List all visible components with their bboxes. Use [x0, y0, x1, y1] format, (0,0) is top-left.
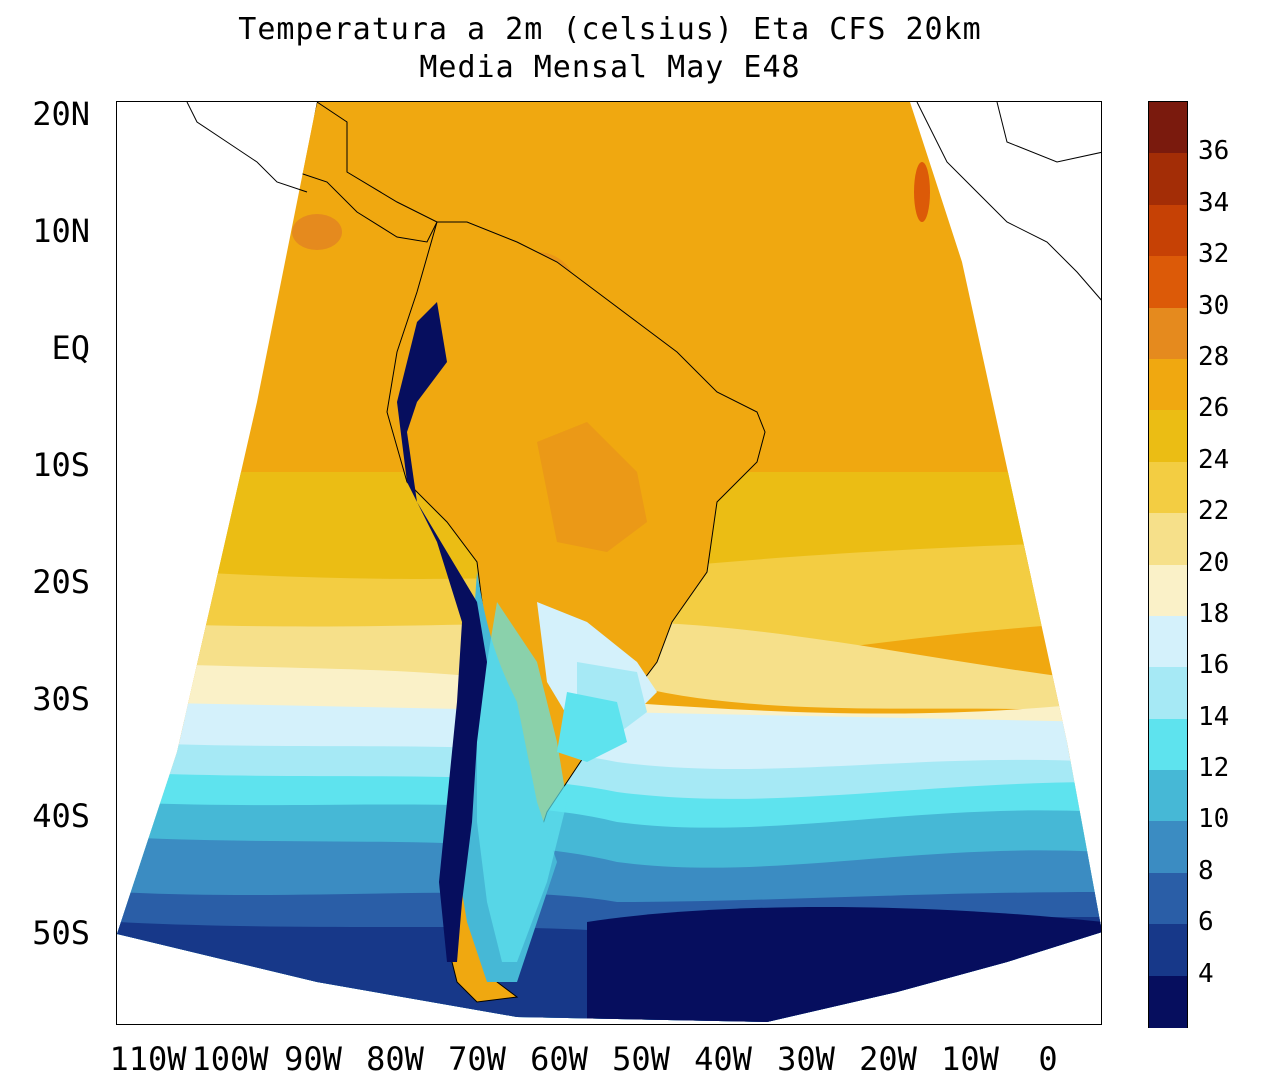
lon-tick-label: 60W	[530, 1040, 588, 1078]
colorbar-label: 22	[1198, 496, 1230, 527]
colorbar-segment	[1149, 410, 1187, 463]
lon-tick-label: 40W	[694, 1040, 752, 1078]
chart-title: Temperatura a 2m (celsius) Eta CFS 20km	[238, 12, 982, 47]
lon-tick-label: 110W	[109, 1040, 187, 1078]
colorbar-label: 18	[1198, 598, 1230, 629]
lon-tick-label: 0	[1038, 1040, 1058, 1078]
colorbar-segment	[1149, 770, 1187, 823]
colorbar-segment	[1149, 513, 1187, 566]
lon-tick-label: 70W	[448, 1040, 506, 1078]
colorbar-label: 20	[1198, 547, 1230, 578]
colorbar-label: 26	[1198, 393, 1230, 424]
map-frame	[116, 101, 1102, 1025]
colorbar-label: 36	[1198, 136, 1230, 167]
colorbar-label: 24	[1198, 444, 1230, 475]
lon-tick-label: 20W	[859, 1040, 917, 1078]
lon-tick-label: 10W	[941, 1040, 999, 1078]
colorbar-label: 10	[1198, 804, 1230, 835]
colorbar-label: 6	[1198, 907, 1214, 938]
outside-coastlines	[186, 102, 1101, 301]
lat-tick-label: 10N	[32, 212, 90, 250]
lat-tick-label: 30S	[32, 680, 90, 718]
colorbar-segment	[1149, 256, 1187, 309]
colorbar-segment	[1149, 204, 1187, 257]
temperature-map	[117, 102, 1101, 1022]
colorbar-label: 12	[1198, 753, 1230, 784]
colorbar-segment	[1149, 102, 1187, 154]
colorbar-segment	[1149, 307, 1187, 360]
colorbar-label: 16	[1198, 650, 1230, 681]
lat-tick-label: 20N	[32, 95, 90, 133]
colorbar-segment	[1149, 461, 1187, 514]
temperature-field	[117, 102, 1101, 1022]
lat-tick-label: 50S	[32, 914, 90, 952]
colorbar-segment	[1149, 975, 1187, 1028]
lat-tick-label: 40S	[32, 797, 90, 835]
colorbar-segment	[1149, 564, 1187, 617]
colorbar-label: 34	[1198, 187, 1230, 218]
lon-tick-label: 100W	[191, 1040, 269, 1078]
colorbar-label: 30	[1198, 290, 1230, 321]
lon-tick-label: 90W	[284, 1040, 342, 1078]
colorbar-label: 28	[1198, 341, 1230, 372]
colorbar-segment	[1149, 358, 1187, 411]
colorbar-segment	[1149, 821, 1187, 874]
lat-tick-label: 20S	[32, 563, 90, 601]
colorbar-segment	[1149, 718, 1187, 771]
lat-tick-label: 10S	[32, 446, 90, 484]
lon-tick-label: 50W	[612, 1040, 670, 1078]
colorbar-segment	[1149, 667, 1187, 720]
colorbar	[1148, 101, 1188, 1028]
lon-tick-label: 30W	[777, 1040, 835, 1078]
colorbar-label: 8	[1198, 855, 1214, 886]
chart-subtitle: Media Mensal May E48	[419, 50, 801, 85]
lat-tick-label: EQ	[51, 329, 90, 367]
lon-tick-label: 80W	[366, 1040, 424, 1078]
colorbar-label: 4	[1198, 958, 1214, 989]
colorbar-segment	[1149, 872, 1187, 925]
colorbar-label: 32	[1198, 239, 1230, 270]
colorbar-segment	[1149, 153, 1187, 206]
colorbar-label: 14	[1198, 701, 1230, 732]
colorbar-segment	[1149, 924, 1187, 977]
colorbar-segment	[1149, 615, 1187, 668]
